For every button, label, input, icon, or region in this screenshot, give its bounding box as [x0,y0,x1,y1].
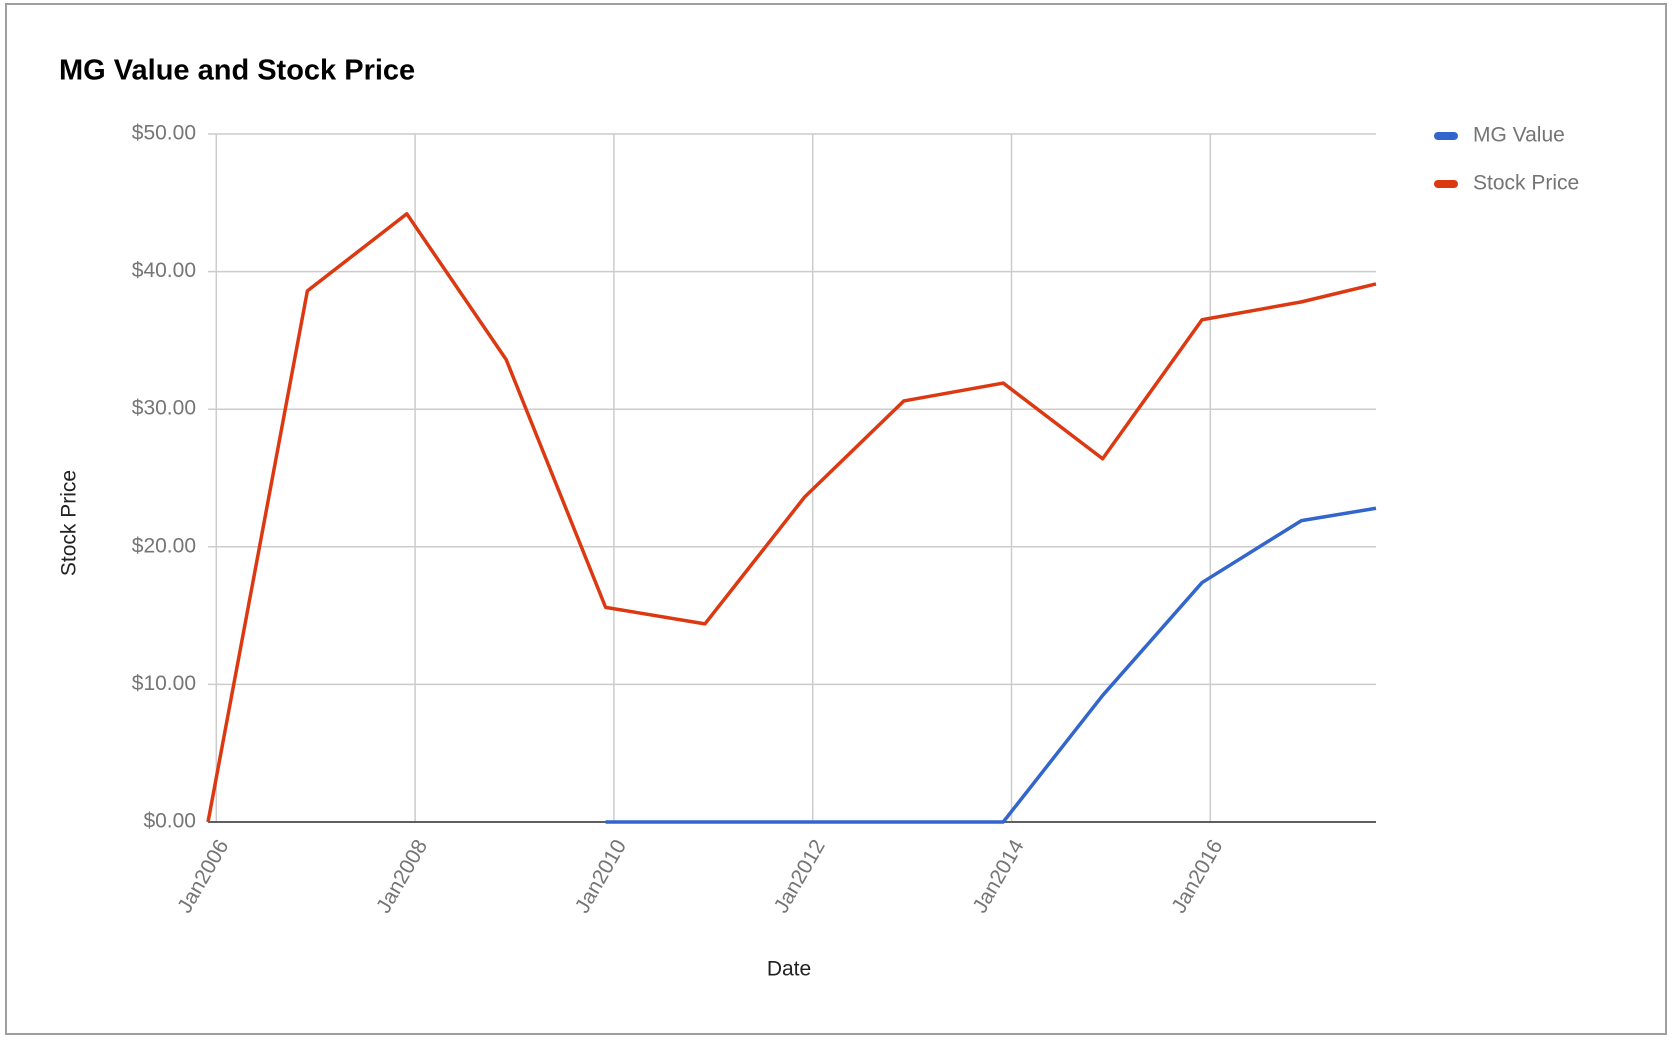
chart-title: MG Value and Stock Price [59,55,415,87]
x-axis-title: Date [767,958,811,981]
legend-label: MG Value [1473,124,1565,147]
y-tick-label: $10.00 [132,672,196,695]
y-tick-label: $0.00 [143,810,196,833]
y-axis-title: Stock Price [58,470,81,576]
legend-label: Stock Price [1473,172,1579,195]
y-tick-label: $20.00 [132,534,196,557]
y-tick-label: $30.00 [132,397,196,420]
chart-frame [5,3,1667,1035]
line [605,506,1377,824]
y-tick-label: $40.00 [132,259,196,282]
line [206,212,1377,823]
y-tick-label: $50.00 [132,122,196,145]
